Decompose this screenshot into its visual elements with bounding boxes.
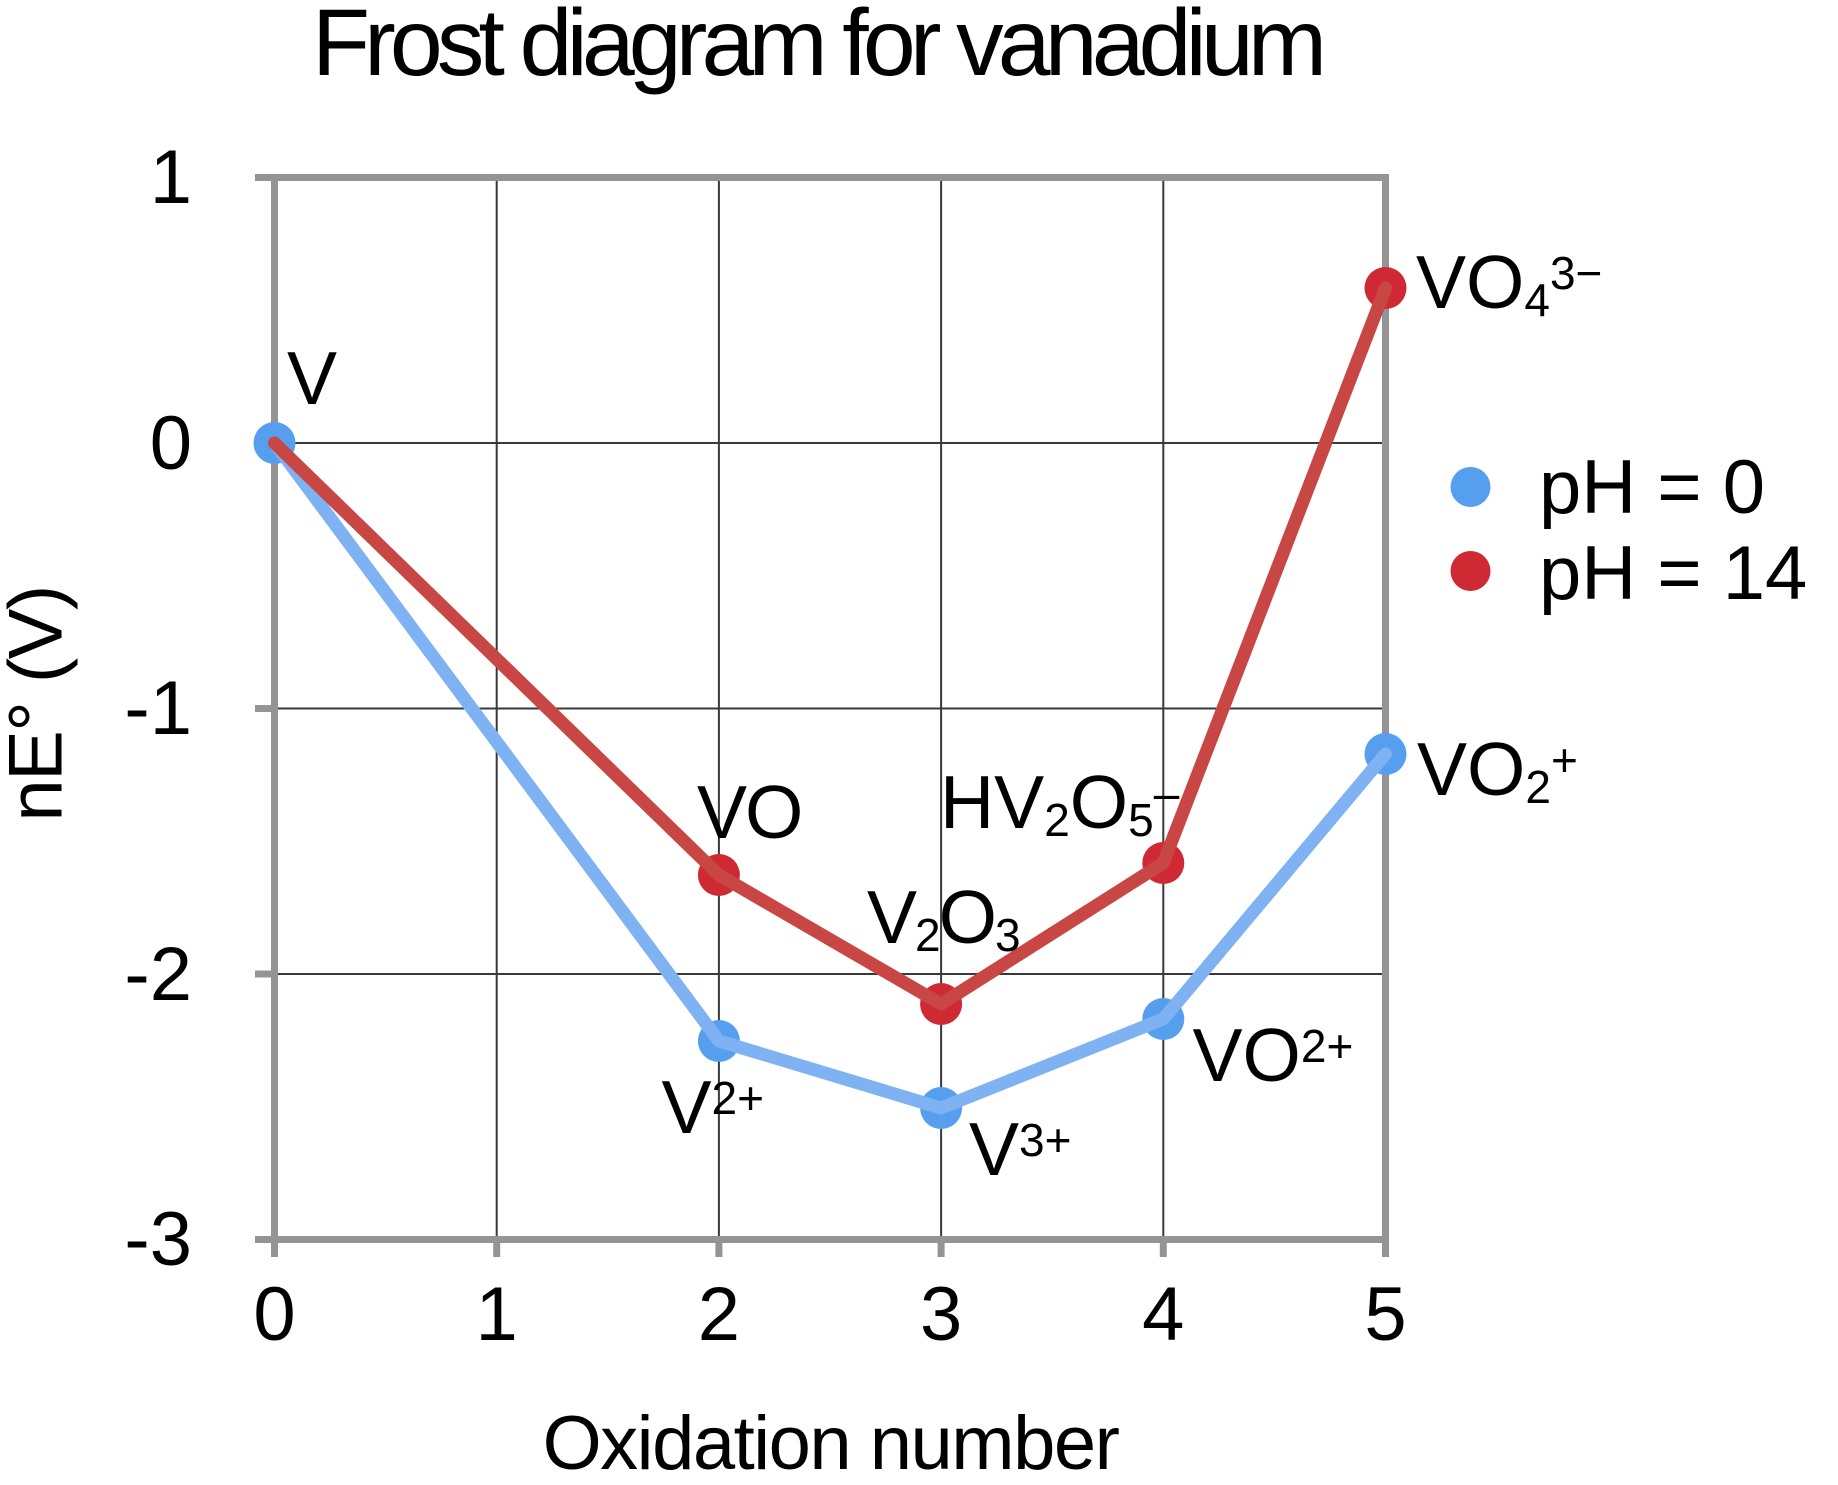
svg-text:5: 5	[1364, 1272, 1406, 1357]
svg-text:nE° (V): nE° (V)	[0, 586, 79, 821]
svg-text:pH = 0: pH = 0	[1539, 445, 1765, 530]
svg-text:VO43−: VO43−	[1416, 240, 1602, 326]
svg-text:3: 3	[920, 1272, 962, 1357]
svg-text:1: 1	[476, 1272, 518, 1357]
svg-text:VO: VO	[697, 770, 801, 854]
svg-text:0: 0	[150, 401, 192, 486]
svg-text:pH = 14: pH = 14	[1539, 531, 1807, 616]
svg-text:-2: -2	[124, 932, 192, 1017]
svg-text:2: 2	[698, 1272, 740, 1357]
svg-text:0: 0	[253, 1272, 295, 1357]
svg-text:Oxidation number: Oxidation number	[543, 1401, 1120, 1480]
svg-text:1: 1	[150, 135, 192, 220]
svg-text:-1: -1	[124, 666, 192, 751]
svg-text:VO2+: VO2+	[1193, 1013, 1354, 1097]
svg-text:V: V	[287, 336, 337, 420]
svg-text:Frost diagram for vanadium: Frost diagram for vanadium	[312, 0, 1327, 96]
svg-text:-3: -3	[124, 1197, 192, 1282]
svg-text:4: 4	[1142, 1272, 1184, 1357]
